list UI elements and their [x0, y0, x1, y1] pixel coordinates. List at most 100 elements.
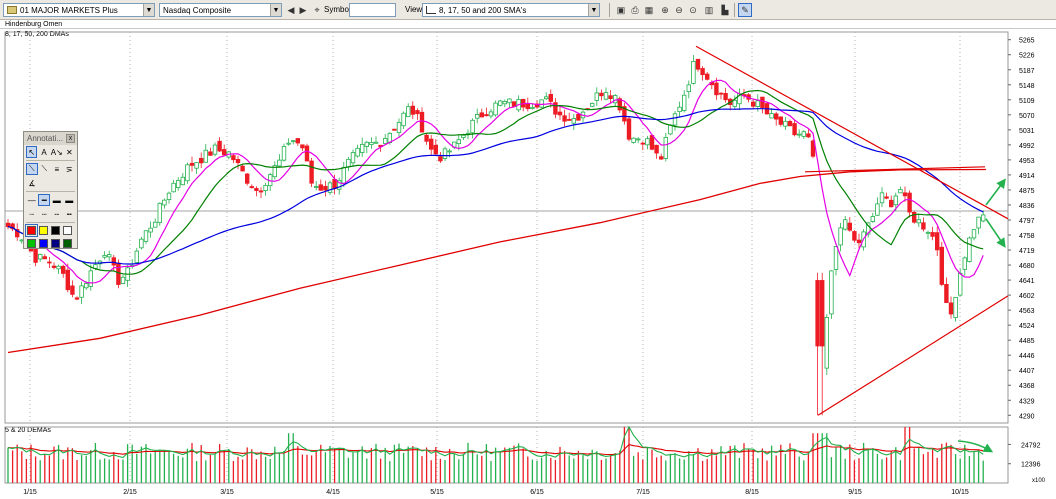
candle-body: [74, 297, 80, 300]
candle-body: [474, 114, 480, 119]
zoom-out-icon[interactable]: ⊖: [675, 4, 683, 15]
candle-body: [38, 253, 43, 260]
line-tool-icon[interactable]: ⟍: [26, 163, 38, 175]
medium-line-icon[interactable]: ━: [38, 194, 51, 206]
annotation-palette[interactable]: Annotati... x ↖ A A↘ ✕ ⟍ ⟍ ≡ ⋝ ∡ — ━ ▬ ▬…: [23, 131, 78, 249]
dash-dot-line-icon[interactable]: ╌: [54, 209, 60, 219]
trendline-tool-icon[interactable]: ⟍: [41, 164, 48, 173]
candle-body: [626, 118, 632, 140]
binoculars-icon[interactable]: ⌖: [314, 4, 320, 15]
color-swatch[interactable]: [51, 239, 60, 248]
candle-body: [350, 152, 356, 164]
candle-body: [797, 133, 802, 136]
heavy-line-icon[interactable]: ▬: [65, 195, 74, 205]
candle-body: [935, 232, 940, 251]
thick-line-icon[interactable]: ▬: [52, 195, 61, 205]
view-select[interactable]: 8, 17, 50 and 200 SMA's ▼: [422, 3, 600, 17]
candlestick: [309, 157, 314, 188]
color-swatch[interactable]: [27, 239, 36, 248]
candle-body: [695, 58, 701, 70]
dashed-line-icon[interactable]: ┄: [41, 209, 47, 219]
color-swatch[interactable]: [63, 239, 72, 248]
color-swatch[interactable]: [39, 239, 48, 248]
pointer-tool-icon[interactable]: ↖: [26, 146, 38, 158]
delete-tool-icon[interactable]: ✕: [66, 147, 73, 157]
previous-security-button[interactable]: ◀: [287, 4, 295, 15]
candle-body: [567, 119, 572, 121]
candlestick: [603, 87, 609, 101]
text-tool-icon[interactable]: A: [41, 147, 47, 157]
dotted-line-icon[interactable]: ┈: [29, 209, 35, 219]
color-swatch[interactable]: [63, 226, 72, 235]
separator: [734, 3, 735, 17]
candle-body: [590, 102, 595, 107]
text-arrow-tool-icon[interactable]: A↘: [50, 147, 63, 157]
candlestick: [479, 108, 484, 118]
candlestick: [70, 280, 75, 298]
split-panes-icon[interactable]: ▥: [704, 4, 714, 15]
chevron-down-icon[interactable]: ▼: [270, 4, 281, 16]
candle-body: [438, 156, 443, 162]
folder-icon: [7, 6, 17, 14]
color-swatch[interactable]: [25, 224, 38, 237]
candlestick: [281, 143, 287, 162]
next-security-button[interactable]: ▶: [299, 4, 307, 15]
candlestick: [981, 210, 986, 223]
candle-body: [507, 98, 512, 104]
candlestick: [705, 72, 710, 81]
security-select[interactable]: Nasdaq Composite ▼: [159, 3, 282, 17]
fibonacci-tool-icon[interactable]: ∡: [28, 178, 36, 188]
save-icon[interactable]: ▣: [616, 4, 626, 15]
candle-body: [194, 162, 199, 169]
candle-body: [553, 102, 558, 115]
annotation-toggle-icon[interactable]: ✎: [738, 3, 752, 17]
candlestick: [870, 212, 875, 223]
candle-body: [714, 82, 719, 96]
zoom-in-icon[interactable]: ⊕: [661, 4, 669, 15]
sma-200-line: [7, 168, 987, 354]
candlestick: [912, 210, 917, 224]
color-swatch[interactable]: [51, 226, 60, 235]
candle-body: [833, 246, 839, 270]
x-axis-label: 1/15: [23, 489, 37, 496]
long-dash-line-icon[interactable]: ╍: [66, 209, 72, 219]
candle-body: [120, 276, 126, 285]
candle-body: [162, 199, 167, 206]
candle-body: [235, 159, 241, 164]
zoom-reset-icon[interactable]: ⊙: [689, 4, 697, 15]
candlestick: [415, 108, 420, 120]
view-label: View:: [405, 5, 425, 14]
symbol-input[interactable]: [349, 3, 396, 17]
watchlist-select[interactable]: 01 MAJOR MARKETS Plus ▼: [3, 3, 155, 17]
candle-body: [962, 257, 967, 270]
candle-body: [47, 261, 52, 264]
candle-body: [488, 111, 494, 117]
candle-body: [346, 158, 351, 168]
bar-chart-icon[interactable]: ▙: [721, 4, 729, 15]
chevron-down-icon[interactable]: ▼: [143, 4, 154, 16]
candlestick: [474, 108, 480, 124]
channel-tool-icon[interactable]: ≡: [54, 164, 60, 174]
candlestick: [143, 230, 149, 244]
volume-chart[interactable]: 24792 12396 x100 1/15 2/15 3/15 4/15 5/15 6/15 7/…: [0, 425, 1056, 499]
color-swatch[interactable]: [39, 226, 48, 235]
chevron-down-icon[interactable]: ▼: [588, 4, 599, 16]
candlestick: [33, 245, 38, 267]
candle-body: [778, 116, 783, 125]
candle-body: [51, 265, 57, 268]
annotation-palette-header[interactable]: Annotati... x: [24, 132, 77, 145]
candle-body: [433, 144, 438, 155]
price-chart[interactable]: 5265 5226 5187 5148 5109 5070 5031 4992 4953 4914…: [0, 30, 1056, 425]
candlestick: [180, 172, 185, 186]
close-icon[interactable]: x: [66, 134, 75, 143]
y-tick-label: 5070: [1019, 113, 1035, 120]
candle-body: [718, 92, 724, 95]
candle-body: [373, 141, 379, 144]
candle-body: [263, 184, 268, 191]
layout-icon[interactable]: ▦: [644, 4, 654, 15]
horizontal-resistance-line: [804, 166, 986, 173]
candlestick: [456, 134, 461, 151]
thin-line-icon[interactable]: —: [27, 195, 36, 205]
print-icon[interactable]: ⎙: [631, 4, 639, 15]
fan-tool-icon[interactable]: ⋝: [65, 164, 73, 174]
